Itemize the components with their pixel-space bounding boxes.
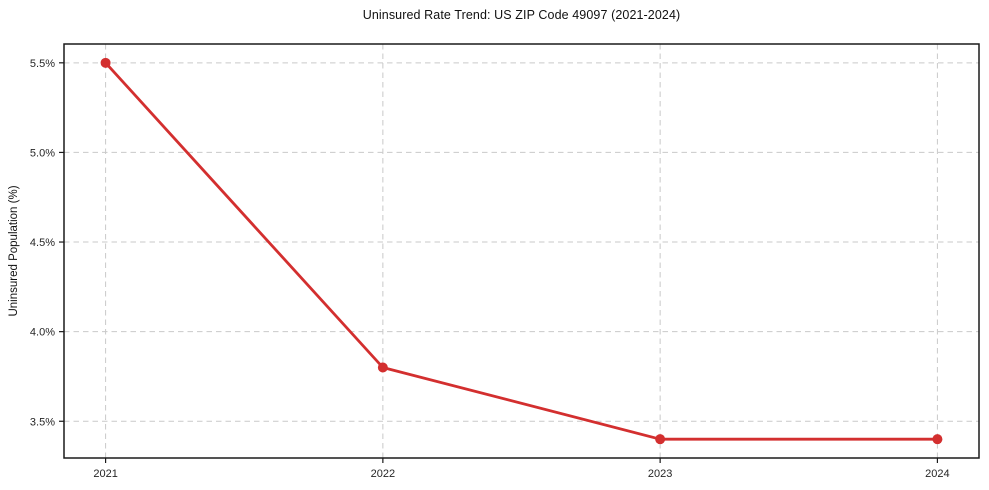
y-tick-label: 4.0% <box>30 327 55 339</box>
y-tick-label: 5.5% <box>30 58 55 70</box>
chart-title: Uninsured Rate Trend: US ZIP Code 49097 … <box>362 8 681 22</box>
data-point-2021 <box>100 57 111 68</box>
data-point-2024 <box>932 434 943 445</box>
y-tick-label: 5.0% <box>30 147 55 159</box>
trend-line <box>104 61 939 441</box>
x-tick-label: 2024 <box>925 468 949 480</box>
data-point-2023 <box>655 434 666 445</box>
data-point-2022 <box>377 362 388 373</box>
plot-border <box>63 43 980 459</box>
x-tick-label: 2022 <box>371 468 395 480</box>
y-tick-label: 3.5% <box>30 416 55 428</box>
y-tick-label: 4.5% <box>30 237 55 249</box>
x-tick-label: 2021 <box>93 468 117 480</box>
x-tick-label: 2023 <box>648 468 672 480</box>
